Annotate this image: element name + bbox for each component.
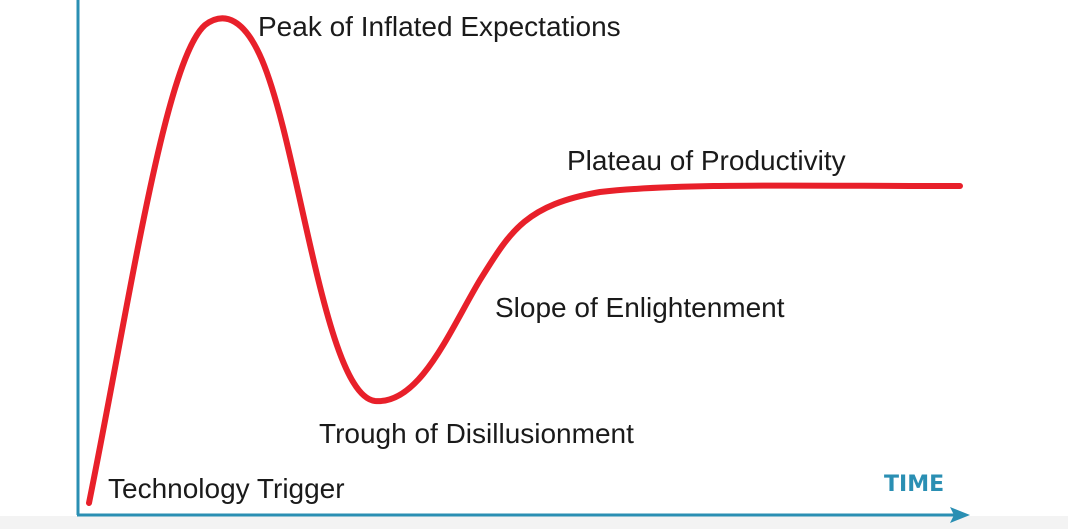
label-trough-of-disillusionment: Trough of Disillusionment [319,418,634,449]
label-slope-of-enlightenment: Slope of Enlightenment [495,292,785,323]
bottom-strip [0,516,1068,529]
x-axis-arrowhead [950,507,970,523]
label-peak-of-inflated-expectations: Peak of Inflated Expectations [258,11,621,42]
label-plateau-of-productivity: Plateau of Productivity [567,145,846,176]
x-axis-label-time: TIME [884,472,944,497]
label-technology-trigger: Technology Trigger [108,473,345,504]
hype-curve [86,15,963,506]
